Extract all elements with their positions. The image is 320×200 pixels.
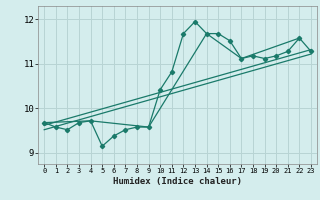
X-axis label: Humidex (Indice chaleur): Humidex (Indice chaleur) — [113, 177, 242, 186]
